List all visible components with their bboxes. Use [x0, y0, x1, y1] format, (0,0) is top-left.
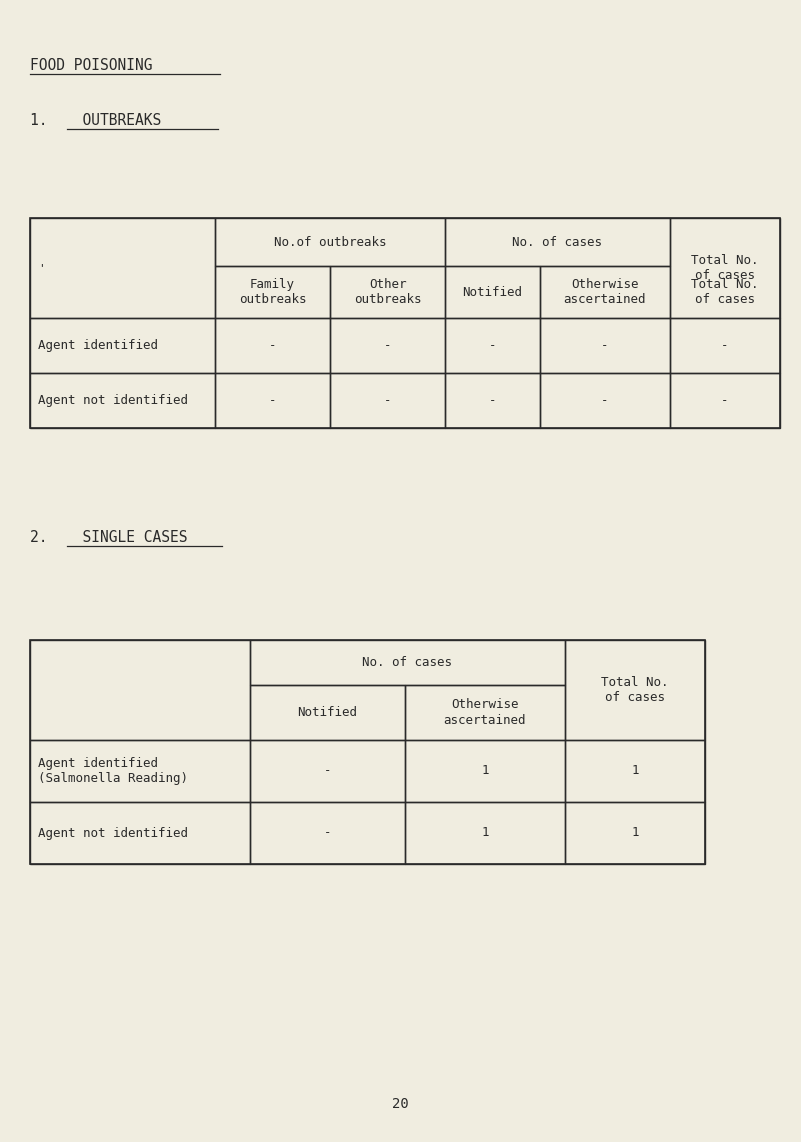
Bar: [250, 685, 405, 740]
Bar: [30, 640, 705, 864]
Bar: [405, 802, 565, 864]
Text: FOOD POISONING: FOOD POISONING: [30, 58, 152, 73]
Bar: [330, 373, 445, 428]
Text: -: -: [602, 394, 609, 407]
Text: No. of cases: No. of cases: [513, 235, 602, 249]
Bar: [30, 317, 215, 373]
Bar: [330, 317, 445, 373]
Bar: [30, 802, 250, 864]
Bar: [445, 373, 540, 428]
Text: Total No.
of cases: Total No. of cases: [691, 254, 759, 282]
Bar: [30, 373, 215, 428]
Text: -: -: [384, 339, 391, 352]
Text: 1.    OUTBREAKS: 1. OUTBREAKS: [30, 113, 161, 128]
Bar: [405, 685, 565, 740]
Bar: [30, 218, 780, 428]
Text: 1: 1: [481, 764, 489, 778]
Bar: [215, 218, 445, 266]
Text: No. of cases: No. of cases: [363, 656, 453, 669]
Text: Agent identified
(Salmonella Reading): Agent identified (Salmonella Reading): [38, 757, 188, 785]
Text: Notified: Notified: [297, 706, 357, 719]
Bar: [540, 266, 670, 317]
Text: -: -: [269, 394, 276, 407]
Bar: [670, 218, 780, 317]
Bar: [565, 740, 705, 802]
Bar: [540, 373, 670, 428]
Text: Otherwise
ascertained: Otherwise ascertained: [444, 699, 526, 726]
Text: Family
outbreaks: Family outbreaks: [239, 278, 306, 306]
Text: -: -: [489, 339, 497, 352]
Bar: [250, 640, 565, 685]
Text: Otherwise
ascertained: Otherwise ascertained: [564, 278, 646, 306]
Bar: [445, 266, 540, 317]
Bar: [215, 317, 330, 373]
Text: -: -: [602, 339, 609, 352]
Text: Total No.
of cases: Total No. of cases: [691, 278, 759, 306]
Bar: [330, 266, 445, 317]
Text: -: -: [489, 394, 497, 407]
Bar: [30, 218, 215, 317]
Bar: [250, 802, 405, 864]
Text: No.of outbreaks: No.of outbreaks: [274, 235, 386, 249]
Bar: [405, 740, 565, 802]
Bar: [565, 802, 705, 864]
Text: 1: 1: [631, 764, 638, 778]
Bar: [250, 740, 405, 802]
Text: Agent not identified: Agent not identified: [38, 827, 188, 839]
Bar: [445, 317, 540, 373]
Text: 1: 1: [631, 827, 638, 839]
Bar: [670, 373, 780, 428]
Text: Agent not identified: Agent not identified: [38, 394, 188, 407]
Bar: [30, 740, 250, 802]
Text: -: -: [269, 339, 276, 352]
Text: Notified: Notified: [462, 286, 522, 298]
Text: Total No.
of cases: Total No. of cases: [602, 676, 669, 703]
Text: -: -: [721, 339, 729, 352]
Bar: [215, 373, 330, 428]
Bar: [445, 218, 670, 266]
Text: ': ': [38, 263, 45, 273]
Bar: [215, 266, 330, 317]
Text: -: -: [384, 394, 391, 407]
Text: -: -: [324, 827, 332, 839]
Text: 2.    SINGLE CASES: 2. SINGLE CASES: [30, 530, 187, 545]
Bar: [540, 317, 670, 373]
Bar: [30, 640, 250, 740]
Text: Other
outbreaks: Other outbreaks: [354, 278, 421, 306]
Text: -: -: [324, 764, 332, 778]
Text: -: -: [721, 394, 729, 407]
Text: 1: 1: [481, 827, 489, 839]
Text: Agent identified: Agent identified: [38, 339, 158, 352]
Text: 20: 20: [392, 1097, 409, 1111]
Bar: [565, 640, 705, 740]
Bar: [670, 317, 780, 373]
